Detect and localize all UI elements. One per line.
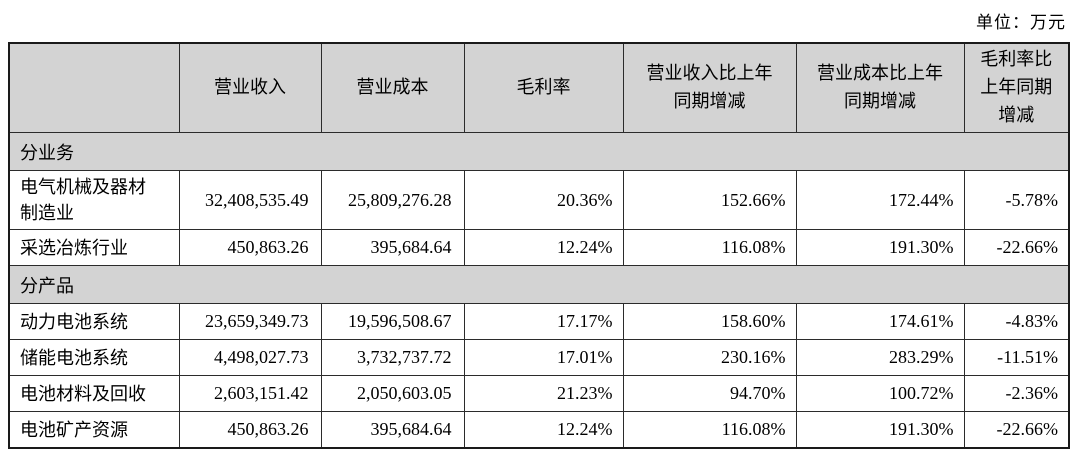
row-label-cell: 电气机械及器材 制造业 <box>8 169 180 231</box>
percent-cell: 230.16% <box>622 339 797 377</box>
percent-cell: 17.17% <box>463 303 624 341</box>
percent-cell: 20.36% <box>463 169 624 231</box>
row-label-cell: 动力电池系统 <box>8 303 180 341</box>
table-row: 储能电池系统 4,498,027.73 3,732,737.72 17.01% 230.… <box>8 339 1070 377</box>
column-header-cell: 营业收入比上年 同期增减 <box>622 42 797 133</box>
section-row: 分产品 <box>8 265 1070 305</box>
percent-cell: 283.29% <box>795 339 965 377</box>
table-row: 电池矿产资源 450,863.26 395,684.64 12.24% 116.08% 1… <box>8 411 1070 449</box>
amount-cell: 25,809,276.28 <box>320 169 465 231</box>
row-label-cell: 储能电池系统 <box>8 339 180 377</box>
column-header-cell: 毛利率 <box>463 42 624 133</box>
amount-cell: 2,603,151.42 <box>178 375 322 413</box>
row-label-cell: 电池矿产资源 <box>8 411 180 449</box>
amount-cell: 32,408,535.49 <box>178 169 322 231</box>
percent-cell: -22.66% <box>963 411 1070 449</box>
percent-cell: 158.60% <box>622 303 797 341</box>
percent-cell: -11.51% <box>963 339 1070 377</box>
table-body: 分业务 电气机械及器材 制造业 32,408,535.49 25,809,276.28… <box>8 132 1070 449</box>
section-label: 分业务 <box>8 132 1070 171</box>
amount-cell: 395,684.64 <box>320 411 465 449</box>
percent-cell: 21.23% <box>463 375 624 413</box>
percent-cell: 191.30% <box>795 229 965 267</box>
percent-cell: 152.66% <box>622 169 797 231</box>
segment-results-table: 营业收入 营业成本 毛利率 营业收入比上年 同期增减 营业成本比上年 同期增减 毛利率比 … <box>8 42 1070 449</box>
table-row: 采选冶炼行业 450,863.26 395,684.64 12.24% 116.08% 1… <box>8 229 1070 267</box>
amount-cell: 3,732,737.72 <box>320 339 465 377</box>
amount-cell: 4,498,027.73 <box>178 339 322 377</box>
amount-cell: 395,684.64 <box>320 229 465 267</box>
percent-cell: -5.78% <box>963 169 1070 231</box>
percent-cell: -2.36% <box>963 375 1070 413</box>
row-label-cell: 采选冶炼行业 <box>8 229 180 267</box>
percent-cell: -4.83% <box>963 303 1070 341</box>
table-row: 电气机械及器材 制造业 32,408,535.49 25,809,276.28 20.… <box>8 169 1070 231</box>
column-header-cell: 营业成本 <box>320 42 465 133</box>
table-header-row: 营业收入 营业成本 毛利率 营业收入比上年 同期增减 营业成本比上年 同期增减 毛利率比 … <box>8 42 1070 133</box>
percent-cell: 12.24% <box>463 411 624 449</box>
corner-header-cell <box>8 42 180 133</box>
percent-cell: 116.08% <box>622 229 797 267</box>
section-label: 分产品 <box>8 265 1070 305</box>
table-row: 动力电池系统 23,659,349.73 19,596,508.67 17.17% 15… <box>8 303 1070 341</box>
percent-cell: 100.72% <box>795 375 965 413</box>
percent-cell: 94.70% <box>622 375 797 413</box>
column-header-cell: 营业成本比上年 同期增减 <box>795 42 965 133</box>
amount-cell: 2,050,603.05 <box>320 375 465 413</box>
column-header-cell: 营业收入 <box>178 42 322 133</box>
percent-cell: 116.08% <box>622 411 797 449</box>
column-header-cell: 毛利率比 上年同期 增减 <box>963 42 1070 133</box>
table-row: 电池材料及回收 2,603,151.42 2,050,603.05 21.23% 94.… <box>8 375 1070 413</box>
section-row: 分业务 <box>8 132 1070 171</box>
amount-cell: 450,863.26 <box>178 229 322 267</box>
row-label-cell: 电池材料及回收 <box>8 375 180 413</box>
amount-cell: 19,596,508.67 <box>320 303 465 341</box>
amount-cell: 450,863.26 <box>178 411 322 449</box>
page: 单位：万元 营业收入 营业成本 毛利率 营业收入比上年 同期增减 营业成本比上年 同期增… <box>8 13 1070 449</box>
amount-cell: 23,659,349.73 <box>178 303 322 341</box>
percent-cell: 12.24% <box>463 229 624 267</box>
percent-cell: 172.44% <box>795 169 965 231</box>
percent-cell: 17.01% <box>463 339 624 377</box>
percent-cell: -22.66% <box>963 229 1070 267</box>
percent-cell: 174.61% <box>795 303 965 341</box>
unit-label: 单位：万元 <box>976 13 1066 32</box>
percent-cell: 191.30% <box>795 411 965 449</box>
